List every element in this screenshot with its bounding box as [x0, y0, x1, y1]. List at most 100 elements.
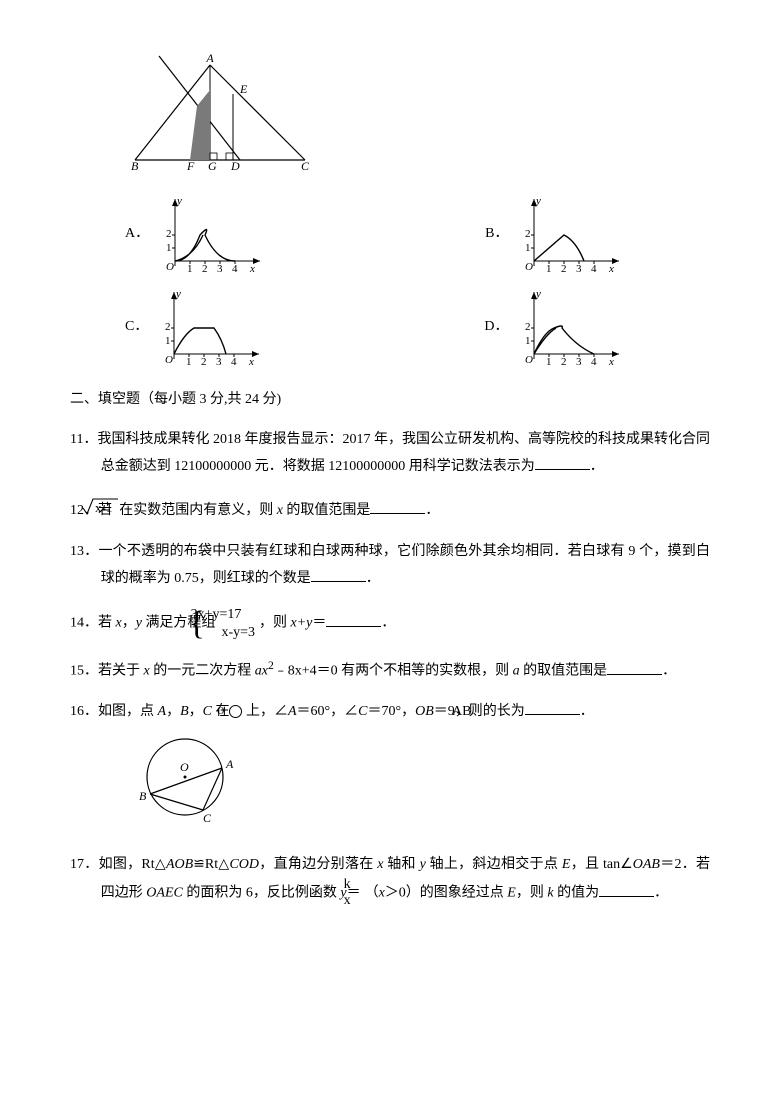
q16-t1: 如图，点 — [98, 704, 158, 719]
q11-text: 我国科技成果转化 2018 年度报告显示：2017 年，我国公立研发机构、高等院… — [97, 432, 710, 474]
q12-blank[interactable] — [370, 499, 425, 514]
chart-c: 2 1 1 2 3 4 O x y — [154, 284, 264, 369]
option-row-2: C． 2 1 1 2 3 4 O x y — [125, 284, 710, 369]
q15-num: 15． — [70, 664, 98, 679]
chart-d: 2 1 1 2 3 4 O x y — [514, 284, 624, 369]
svg-text:F: F — [186, 159, 195, 170]
q12-post2: 的取值范围是 — [283, 503, 371, 518]
svg-text:x: x — [608, 263, 614, 275]
svg-text:E: E — [239, 82, 248, 96]
q17-oab: OAB — [633, 857, 660, 872]
q17-t6: 的面积为 6，反比例函数 — [183, 886, 341, 901]
circle-o-icon: O — [229, 705, 242, 718]
svg-text:2: 2 — [561, 263, 567, 275]
svg-text:A: A — [205, 51, 214, 65]
svg-text:2: 2 — [202, 263, 208, 275]
q16-eq60: ＝60°，∠ — [297, 704, 359, 719]
q11-blank[interactable] — [535, 454, 590, 469]
q16-OB: OB — [415, 704, 434, 719]
svg-text:x: x — [608, 356, 614, 368]
q14-mid: ，则 — [259, 616, 291, 631]
svg-text:y: y — [176, 195, 182, 207]
svg-text:C: C — [301, 159, 310, 170]
q17-cod: COD — [229, 857, 259, 872]
q17-t2: ，直角边分别落在 — [259, 857, 377, 872]
svg-text:B: B — [139, 789, 147, 803]
q16-eq70: ＝70°， — [367, 704, 415, 719]
svg-text:O: O — [525, 354, 533, 366]
svg-text:1: 1 — [525, 335, 531, 347]
q17-aob: AOB — [166, 857, 193, 872]
q14-num: 14． — [70, 616, 98, 631]
q12-post: 在实数范围内有意义，则 — [119, 503, 277, 518]
q14-pre: 若 — [98, 616, 116, 631]
svg-text:4: 4 — [232, 263, 238, 275]
q15-eq: ax — [255, 664, 268, 679]
q15-pre: 若关于 — [98, 664, 144, 679]
svg-text:1: 1 — [546, 356, 552, 368]
svg-text:3: 3 — [216, 356, 222, 368]
q11-period: ． — [590, 459, 604, 474]
q17-Ev: E — [507, 886, 516, 901]
svg-text:2: 2 — [525, 228, 531, 240]
option-b-label: B． — [485, 221, 508, 276]
triangle-figure: A E B F G D C — [125, 50, 710, 181]
q16-blank[interactable] — [525, 700, 580, 715]
q13-period: ． — [366, 571, 380, 586]
q14-eqs: ＝ — [312, 616, 326, 631]
q17-t5: ，且 tan∠ — [570, 857, 632, 872]
eq2: x-y=3 — [221, 625, 255, 640]
chart-b: 2 1 1 2 3 4 O x y — [514, 191, 624, 276]
section-2-title: 二、填空题（每小题 3 分,共 24 分) — [70, 387, 710, 414]
svg-text:O: O — [166, 261, 174, 273]
q13-num: 13． — [70, 544, 98, 559]
option-d: D． 2 1 1 2 3 4 O x y — [484, 284, 624, 369]
eq1: 3x+y=17 — [191, 607, 242, 622]
svg-text:2: 2 — [201, 356, 207, 368]
svg-text:x: x — [248, 356, 254, 368]
svg-text:x-1: x-1 — [95, 500, 112, 515]
q17-t3: 轴和 — [384, 857, 420, 872]
q11-num: 11． — [70, 432, 97, 447]
svg-text:O: O — [180, 760, 189, 774]
q17-t8: 的值为 — [554, 886, 600, 901]
svg-text:1: 1 — [165, 335, 171, 347]
svg-text:3: 3 — [576, 263, 582, 275]
q16-A: A — [158, 704, 167, 719]
question-16: 16．如图，点 A，B，C 在O 上，∠A＝60°，∠C＝70°，OB＝9，则A… — [70, 699, 710, 726]
q17-t1: 如图，Rt△ — [99, 857, 166, 872]
q15-blank[interactable] — [607, 659, 662, 674]
q17-cond: （ — [365, 886, 379, 901]
svg-text:y: y — [535, 288, 541, 300]
q17-blank[interactable] — [599, 881, 654, 896]
chart-a: 2 1 1 2 3 4 O x y — [155, 191, 265, 276]
q15-a: a — [513, 664, 520, 679]
q16-angA: A — [288, 704, 297, 719]
svg-text:2: 2 — [525, 321, 531, 333]
q16-B: B — [180, 704, 189, 719]
option-c-label: C． — [125, 314, 148, 369]
svg-text:4: 4 — [231, 356, 237, 368]
circle-svg: O A B C — [125, 732, 255, 827]
q13-blank[interactable] — [311, 566, 366, 581]
q13-text: 一个不透明的布袋中只装有红球和白球两种球，它们除颜色外其余均相同．若白球有 9 … — [98, 544, 710, 586]
svg-text:C: C — [203, 811, 212, 825]
svg-text:1: 1 — [187, 263, 193, 275]
svg-text:4: 4 — [591, 263, 597, 275]
question-14: 14．若 x，y 满足方程组{3x+y=17x-y=3，则 x+y＝． — [70, 606, 710, 641]
option-a-label: A． — [125, 221, 149, 276]
q17-num: 17． — [70, 857, 99, 872]
q14-expr: x+y — [291, 616, 313, 631]
question-15: 15．若关于 x 的一元二次方程 ax2﹣8x+4＝0 有两个不相等的实数根，则… — [70, 655, 710, 685]
q16-C: C — [203, 704, 212, 719]
q14-period: ． — [381, 616, 395, 631]
svg-text:1: 1 — [166, 242, 172, 254]
q14-blank[interactable] — [326, 611, 381, 626]
equation-system: {3x+y=17x-y=3 — [219, 606, 255, 641]
svg-text:B: B — [131, 159, 139, 170]
question-12: 12．若x-1在实数范围内有意义，则 x 的取值范围是． — [70, 494, 710, 525]
q17-t4: 轴上，斜边相交于点 — [426, 857, 562, 872]
svg-text:O: O — [165, 354, 173, 366]
q17-t7: ，则 — [516, 886, 548, 901]
q12-period: ． — [425, 503, 439, 518]
